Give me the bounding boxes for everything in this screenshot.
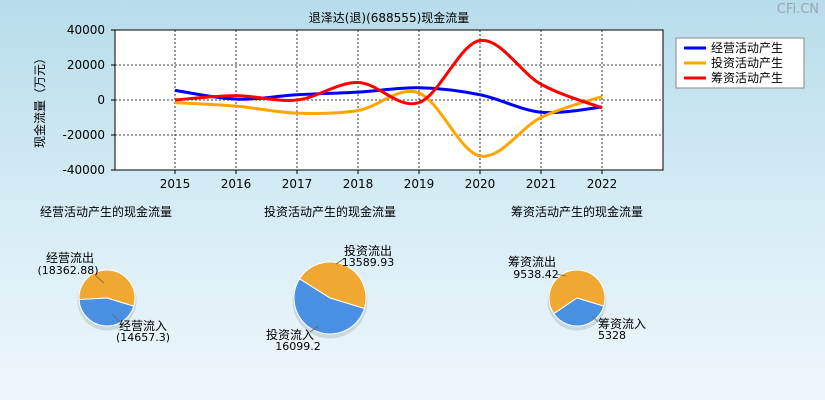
investing-pie-value-label: 16099.2 <box>275 340 321 353</box>
investing-pie-slice-inflow <box>293 278 366 335</box>
investing-pie-slice-outflow <box>298 261 367 310</box>
y-tick-label: 0 <box>97 93 105 107</box>
investing-pie-leader-line <box>309 325 319 333</box>
y-tick-label: 20000 <box>67 58 105 72</box>
operating-pie-slice-inflow <box>78 297 135 327</box>
investing-pie-leader-line <box>335 257 346 265</box>
x-tick-label: 2020 <box>465 177 496 191</box>
operating-pie-label: 经营流出 <box>46 251 94 265</box>
operating-pie-value-label: (18362.88) <box>37 264 98 277</box>
investing-pie-value-label: 13589.93 <box>342 256 395 269</box>
legend-label: 筹资活动产生 <box>711 71 783 85</box>
x-tick-label: 2019 <box>404 177 435 191</box>
chart-title: 退泽达(退)(688555)现金流量 <box>309 10 470 25</box>
financing-pie-label: 筹资流入 <box>598 317 646 331</box>
financing-series-line <box>174 38 603 110</box>
x-tick-label: 2015 <box>160 177 191 191</box>
financing-pie-leader-line <box>555 273 567 277</box>
operating-pie-leader-line <box>95 275 105 284</box>
watermark: CFi.CN <box>776 2 819 17</box>
legend-label: 经营活动产生 <box>711 41 783 55</box>
y-axis-label: 现金流量（万元） <box>32 52 47 148</box>
x-tick-label: 2022 <box>587 177 618 191</box>
financing-pie-value-label: 5328 <box>598 329 626 342</box>
investing-series-line <box>174 89 603 158</box>
financing-pie-title: 筹资活动产生的现金流量 <box>511 204 643 219</box>
x-tick-label: 2016 <box>221 177 252 191</box>
legend-label: 投资活动产生 <box>711 55 783 70</box>
investing-pie-title: 投资活动产生的现金流量 <box>264 204 396 219</box>
financing-pie-leader-line <box>591 315 599 323</box>
y-tick-label: 40000 <box>67 23 105 37</box>
x-tick-label: 2018 <box>343 177 374 191</box>
y-tick-label: -40000 <box>62 163 105 177</box>
x-tick-label: 2021 <box>526 177 557 191</box>
financing-pie-slice-outflow <box>548 269 606 315</box>
financing-pie-label: 筹资流出 <box>508 255 556 269</box>
operating-pie-label: 经营流入 <box>119 319 167 333</box>
operating-pie-slice-outflow <box>78 269 136 307</box>
operating-pie-value-label: (14657.3) <box>116 331 170 344</box>
operating-series-line <box>174 86 603 115</box>
operating-pie-leader-line <box>111 313 121 323</box>
operating-pie-title: 经营活动产生的现金流量 <box>40 204 172 219</box>
investing-pie-label: 投资流入 <box>266 327 314 342</box>
x-tick-label: 2017 <box>282 177 313 191</box>
y-tick-label: -20000 <box>62 128 105 142</box>
investing-pie-label: 投资流出 <box>344 243 392 258</box>
financing-pie-slice-inflow <box>553 297 605 327</box>
financing-pie-value-label: 9538.42 <box>513 268 559 281</box>
